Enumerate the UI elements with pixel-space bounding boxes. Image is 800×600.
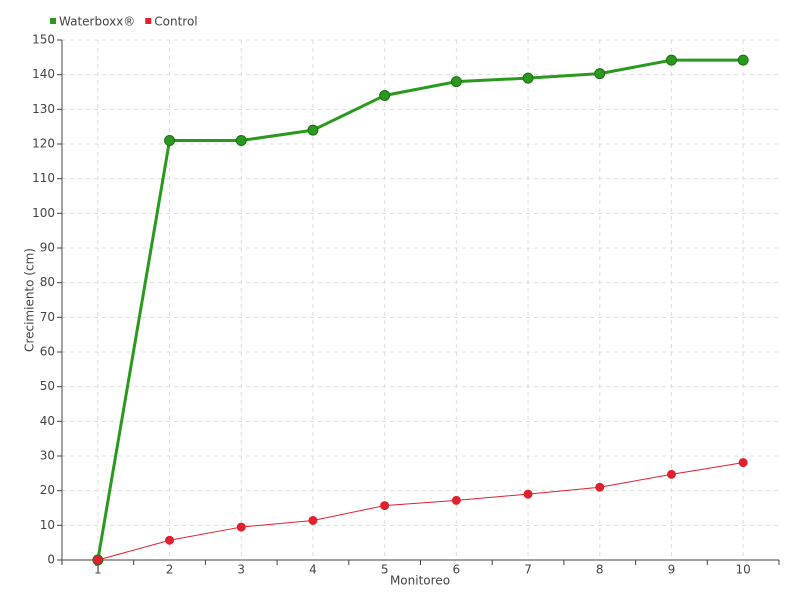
legend-label: Control — [154, 15, 197, 29]
point — [522, 72, 534, 84]
legend-label: Waterboxx® — [59, 15, 135, 29]
point — [379, 89, 391, 101]
point — [665, 54, 677, 66]
x-tick-label: 7 — [524, 563, 532, 577]
y-tick-label: 0 — [47, 553, 55, 567]
point — [594, 68, 606, 80]
x-tick-label: 6 — [453, 563, 461, 577]
legend-swatch — [50, 18, 56, 24]
point — [450, 76, 462, 88]
point — [164, 135, 176, 147]
y-tick-label: 40 — [40, 414, 55, 428]
point — [235, 135, 247, 147]
y-tick-label: 140 — [32, 67, 55, 81]
x-tick-label: 10 — [736, 563, 751, 577]
point — [307, 124, 319, 136]
point — [308, 515, 318, 525]
y-tick-label: 60 — [40, 345, 55, 359]
series-line — [97, 462, 744, 561]
point — [666, 469, 676, 479]
y-tick-label: 20 — [40, 483, 55, 497]
y-tick-label: 80 — [40, 275, 55, 289]
point — [738, 458, 748, 468]
y-tick-label: 130 — [32, 102, 55, 116]
y-tick-label: 100 — [32, 206, 55, 220]
point — [93, 555, 103, 565]
x-tick-label: 8 — [596, 563, 604, 577]
point — [523, 489, 533, 499]
point — [595, 482, 605, 492]
x-tick-label: 2 — [166, 563, 174, 577]
y-tick-label: 50 — [40, 379, 55, 393]
x-axis-label: Monitoreo — [390, 574, 450, 588]
point — [236, 522, 246, 532]
y-tick-label: 70 — [40, 310, 55, 324]
y-tick-label: 10 — [40, 518, 55, 532]
x-tick-label: 3 — [237, 563, 245, 577]
point — [451, 495, 461, 505]
series-line — [96, 58, 744, 561]
x-tick-label: 1 — [94, 563, 102, 577]
legend-swatch — [145, 18, 152, 24]
point — [380, 501, 390, 511]
y-tick-label: 30 — [40, 449, 55, 463]
y-tick-label: 120 — [32, 137, 55, 151]
x-tick-label: 4 — [309, 563, 317, 577]
point — [165, 535, 175, 545]
y-tick-label: 90 — [40, 241, 55, 255]
x-tick-label: 5 — [381, 563, 389, 577]
point — [737, 54, 749, 66]
y-tick-label: 110 — [32, 171, 55, 185]
y-tick-label: 150 — [32, 33, 55, 47]
y-axis-label: Crecimiento (cm) — [23, 248, 37, 352]
x-tick-label: 9 — [668, 563, 676, 577]
